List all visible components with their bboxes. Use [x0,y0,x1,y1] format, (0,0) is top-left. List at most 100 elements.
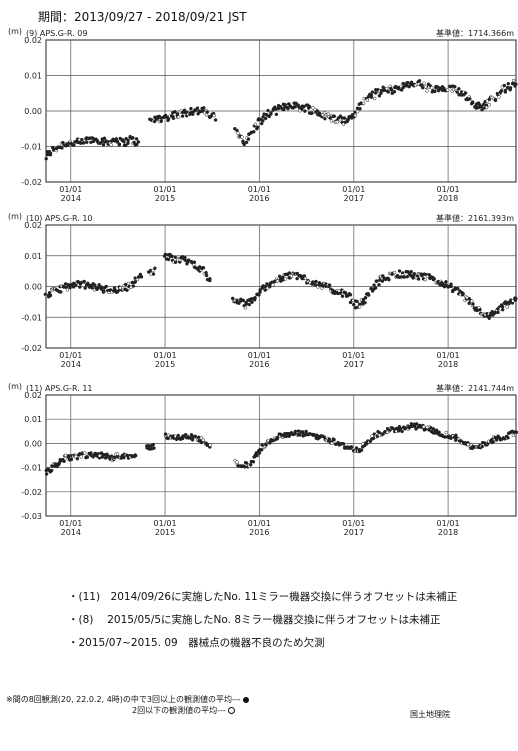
data-point [176,433,181,438]
data-point [97,454,102,458]
data-point [451,87,456,92]
data-point [365,98,370,103]
note-3: ・2015/07~2015. 09 器械点の機器不良のため欠測 [68,637,325,649]
x-tick-label: 01/01 [248,351,271,360]
data-point [133,280,138,284]
data-point [370,90,375,94]
data-point [233,126,237,131]
data-point [263,284,268,289]
y-tick-label: 0.02 [24,36,42,45]
data-point [109,454,114,458]
data-point [89,451,93,455]
x-tick-year: 2015 [155,360,175,369]
data-point [286,106,290,111]
data-point [369,95,374,99]
data-point [193,108,198,113]
data-point [83,286,87,290]
data-point [412,271,417,276]
data-point [514,430,518,435]
x-tick-year: 2014 [61,194,81,203]
y-tick-label: 0.00 [24,107,42,116]
data-point [78,285,82,289]
data-point [75,456,80,461]
data-point [180,114,185,118]
data-point [468,97,472,101]
data-point [204,273,209,278]
data-point [101,143,106,147]
data-point [314,279,318,284]
data-point [354,446,359,450]
data-point [374,279,379,283]
data-point [312,432,316,437]
data-point [470,299,474,303]
data-point [433,89,437,94]
x-tick-year: 2014 [61,360,81,369]
data-point [363,300,367,305]
data-point [97,283,101,287]
data-point [372,283,376,287]
data-point [189,106,193,111]
data-point [430,86,434,90]
period-label: 期間：2013/09/27 - 2018/09/21 JST [38,10,247,24]
data-point [122,455,126,460]
data-point [202,106,206,110]
data-point [340,294,345,298]
data-point [349,445,354,449]
panel-label: (11) APS.G-R. 11 [26,384,93,393]
data-point [359,448,364,452]
data-point [317,281,322,285]
note-2: ・(8) 2015/05/5に実施したNo. 8ミラー機器交換に伴うオフセットは… [68,614,441,626]
data-point [82,279,86,284]
data-point [48,293,53,298]
data-point [307,104,312,109]
x-tick-label: 01/01 [437,519,460,528]
data-point [414,427,418,431]
data-point [315,109,320,113]
data-point [455,90,459,94]
data-point [62,459,66,464]
x-tick-year: 2016 [249,194,269,203]
legend-white-text: 2回以下の観測値の平均--- [132,706,226,715]
data-point [396,429,401,433]
legend-black-text: ※間の8回観測(20, 22.0.2, 4時)の中で3回以上の観測値の平均--- [6,695,241,704]
data-point [398,426,403,431]
data-point [117,142,122,146]
data-point [241,139,245,143]
data-point [392,89,397,94]
data-point [484,105,489,110]
data-point [494,438,499,442]
x-tick-label: 01/01 [59,519,82,528]
data-point [274,112,279,117]
data-point [275,279,280,283]
data-point [457,87,461,91]
data-point [131,284,136,288]
data-point [327,283,332,287]
data-point [243,306,248,310]
data-point [329,119,334,123]
data-point [71,285,76,289]
data-point [271,108,275,112]
data-point [152,446,156,450]
y-tick-label: -0.01 [21,313,42,322]
note-1: ・(11) 2014/09/26に実施したNo. 11ミラー機器交換に伴うオフセ… [68,591,458,603]
data-point [170,254,174,258]
data-point [366,293,371,297]
data-point [449,282,453,286]
data-point [243,465,247,469]
data-point [289,274,294,278]
y-axis-unit: (m) [8,212,22,221]
data-point [68,285,72,290]
data-point [173,260,178,264]
data-point [264,443,268,447]
data-point [406,80,410,85]
data-point [304,429,308,434]
data-point [480,444,484,449]
data-point [263,288,267,292]
data-point [363,295,368,300]
y-tick-label: -0.02 [21,344,42,353]
y-tick-label: -0.01 [21,143,42,152]
data-point [392,270,397,275]
data-point [66,453,71,458]
